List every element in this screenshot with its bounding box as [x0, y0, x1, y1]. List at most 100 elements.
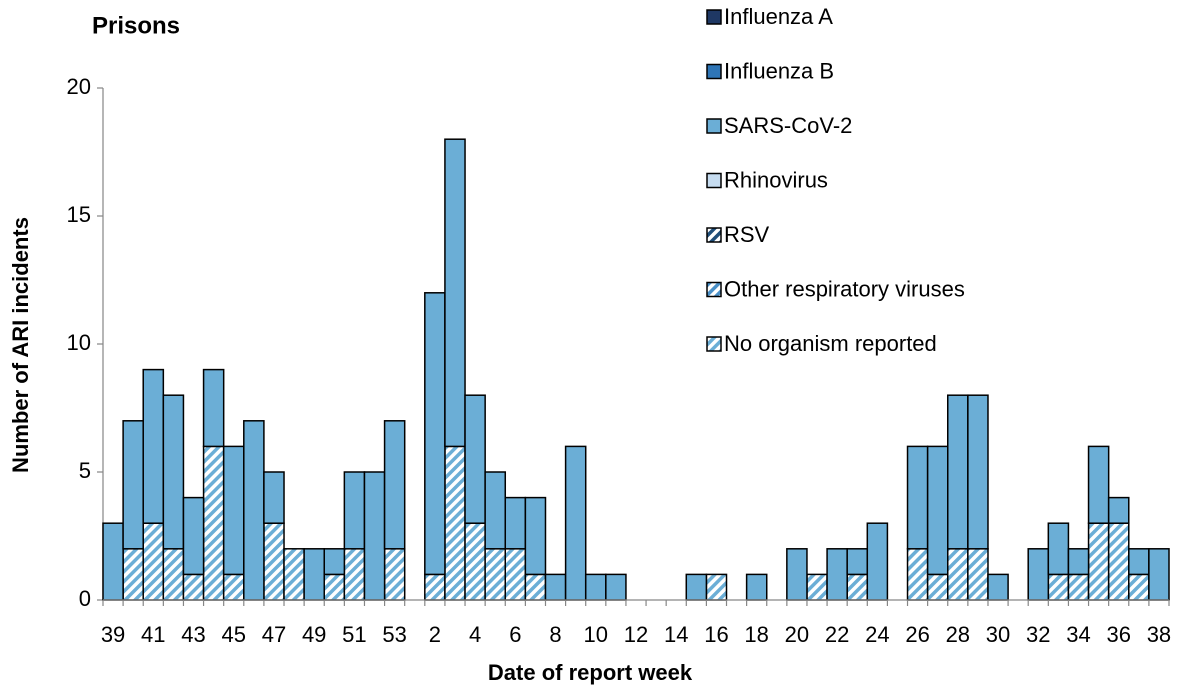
- bar-segment: [967, 394, 989, 550]
- bar-segment: [142, 368, 165, 524]
- bar-segment: [1128, 548, 1150, 576]
- bar-segment: [1027, 548, 1050, 601]
- bar-segment: [424, 573, 446, 601]
- y-axis-label: Number of ARI incidents: [8, 217, 33, 473]
- bar-segment: [504, 548, 527, 601]
- y-tick-label: 5: [79, 458, 91, 483]
- bar-segment: [383, 420, 406, 550]
- x-tick-label: 2: [429, 622, 441, 647]
- bar-segment: [906, 548, 929, 601]
- bar-segment: [343, 548, 366, 601]
- bar-segment: [1087, 522, 1110, 601]
- bar-segment: [122, 420, 144, 550]
- y-tick-label: 15: [67, 202, 91, 227]
- legend-swatch: [706, 63, 722, 80]
- bar-segment: [1148, 548, 1170, 601]
- x-tick-label: 41: [141, 622, 165, 647]
- legend-label: Rhinovirus: [724, 167, 828, 192]
- bar-segment: [323, 548, 346, 576]
- bar-segment: [926, 573, 949, 601]
- x-tick-label: 12: [624, 622, 648, 647]
- x-tick-label: 30: [986, 622, 1010, 647]
- y-tick-label: 20: [67, 74, 91, 99]
- bar-segment: [967, 548, 989, 601]
- bar-segment: [263, 471, 285, 524]
- x-tick-label: 32: [1026, 622, 1050, 647]
- x-tick-label: 28: [946, 622, 970, 647]
- bar-segment: [222, 573, 245, 601]
- bar-segment: [162, 394, 185, 550]
- bar-segment: [383, 548, 406, 601]
- bar-segment: [1067, 548, 1090, 576]
- bar-segment: [745, 573, 768, 601]
- x-tick-label: 45: [221, 622, 245, 647]
- bar-segment: [202, 368, 225, 448]
- x-tick-label: 4: [469, 622, 481, 647]
- bar-segment: [987, 573, 1009, 601]
- bar-segment: [1107, 522, 1130, 601]
- x-tick-label: 6: [509, 622, 521, 647]
- y-tick-label: 10: [67, 330, 91, 355]
- legend-label: No organism reported: [724, 331, 937, 356]
- legend-label: Other respiratory viruses: [724, 276, 965, 301]
- bar-segment: [564, 445, 587, 601]
- bar-segment: [424, 292, 446, 576]
- bar-segment: [243, 420, 265, 601]
- x-tick-label: 39: [101, 622, 125, 647]
- bar-segment: [323, 573, 346, 601]
- chart-title: Prisons: [92, 12, 180, 39]
- x-tick-label: 10: [584, 622, 608, 647]
- y-tick-label: 0: [79, 586, 91, 611]
- bar-segment: [504, 496, 527, 550]
- legend-swatch: [706, 336, 722, 352]
- bar-segment: [1047, 573, 1070, 601]
- bar-segment: [685, 573, 708, 601]
- bar-segment: [524, 573, 547, 601]
- x-tick-label: 14: [664, 622, 688, 647]
- bar-segment: [283, 548, 305, 601]
- bar-segment: [584, 573, 607, 601]
- bar-segment: [343, 471, 366, 550]
- x-tick-label: 16: [704, 622, 728, 647]
- legend-label: RSV: [724, 222, 770, 247]
- x-tick-label: 20: [785, 622, 809, 647]
- bar-segment: [1087, 445, 1110, 524]
- x-tick-label: 47: [262, 622, 286, 647]
- legend-label: Influenza B: [724, 58, 834, 83]
- x-tick-label: 49: [302, 622, 326, 647]
- x-tick-label: 8: [549, 622, 561, 647]
- x-tick-label: 51: [342, 622, 366, 647]
- bar-segment: [786, 548, 808, 601]
- bar-segment: [182, 496, 205, 576]
- bar-segment: [826, 548, 848, 601]
- bar-segment: [926, 445, 949, 576]
- legend-label: SARS-CoV-2: [724, 113, 852, 138]
- bar-segment: [122, 548, 144, 601]
- x-tick-label: 22: [825, 622, 849, 647]
- legend-label: Influenza A: [724, 4, 833, 29]
- bar-segment: [182, 573, 205, 601]
- legend-swatch: [706, 227, 722, 243]
- bar-segment: [444, 138, 466, 448]
- bar-segment: [906, 445, 929, 550]
- x-axis-label: Date of report week: [488, 660, 693, 685]
- bar-segment: [202, 445, 225, 601]
- bar-segment: [524, 496, 547, 576]
- legend-swatch: [706, 118, 722, 134]
- bar-segment: [1047, 522, 1070, 576]
- bar-segment: [866, 522, 889, 601]
- legend-swatch: [706, 281, 722, 298]
- bar-segment: [464, 522, 486, 601]
- bar-segment: [484, 548, 507, 601]
- x-tick-label: 43: [181, 622, 205, 647]
- x-tick-label: 18: [744, 622, 768, 647]
- legend-swatch: [706, 9, 722, 25]
- bar-segment: [947, 394, 969, 550]
- bar-segment: [142, 522, 165, 601]
- x-tick-label: 26: [905, 622, 929, 647]
- bar-segment: [484, 471, 507, 550]
- bar-segment: [464, 394, 486, 524]
- bar-segment: [544, 573, 567, 601]
- bar-segment: [162, 548, 185, 601]
- legend-swatch: [706, 172, 722, 189]
